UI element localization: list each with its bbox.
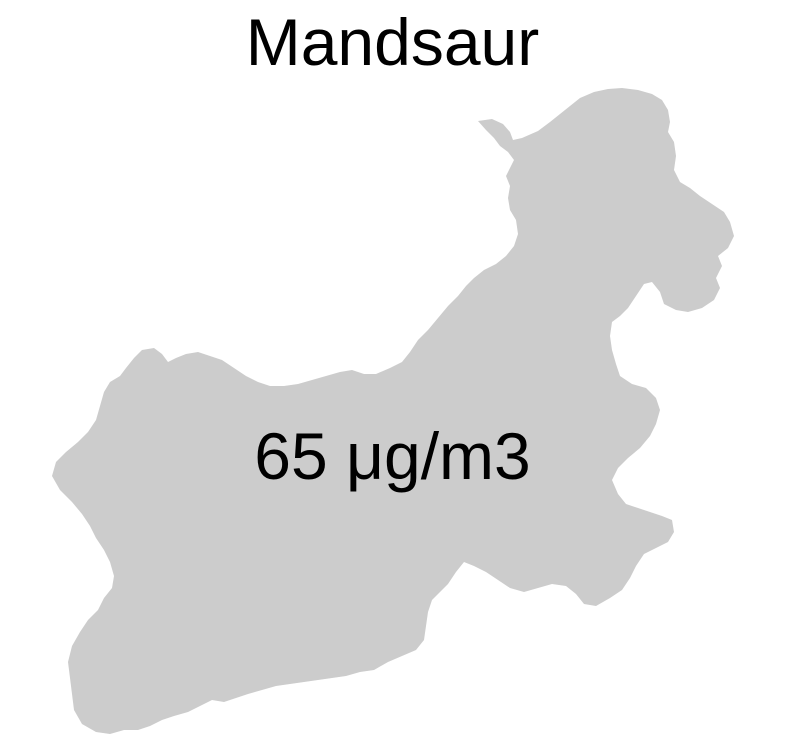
- district-value-label: 65 μg/m3: [254, 419, 531, 493]
- map-title: Mandsaur: [245, 5, 540, 79]
- district-shape-mandsaur[interactable]: [52, 88, 734, 734]
